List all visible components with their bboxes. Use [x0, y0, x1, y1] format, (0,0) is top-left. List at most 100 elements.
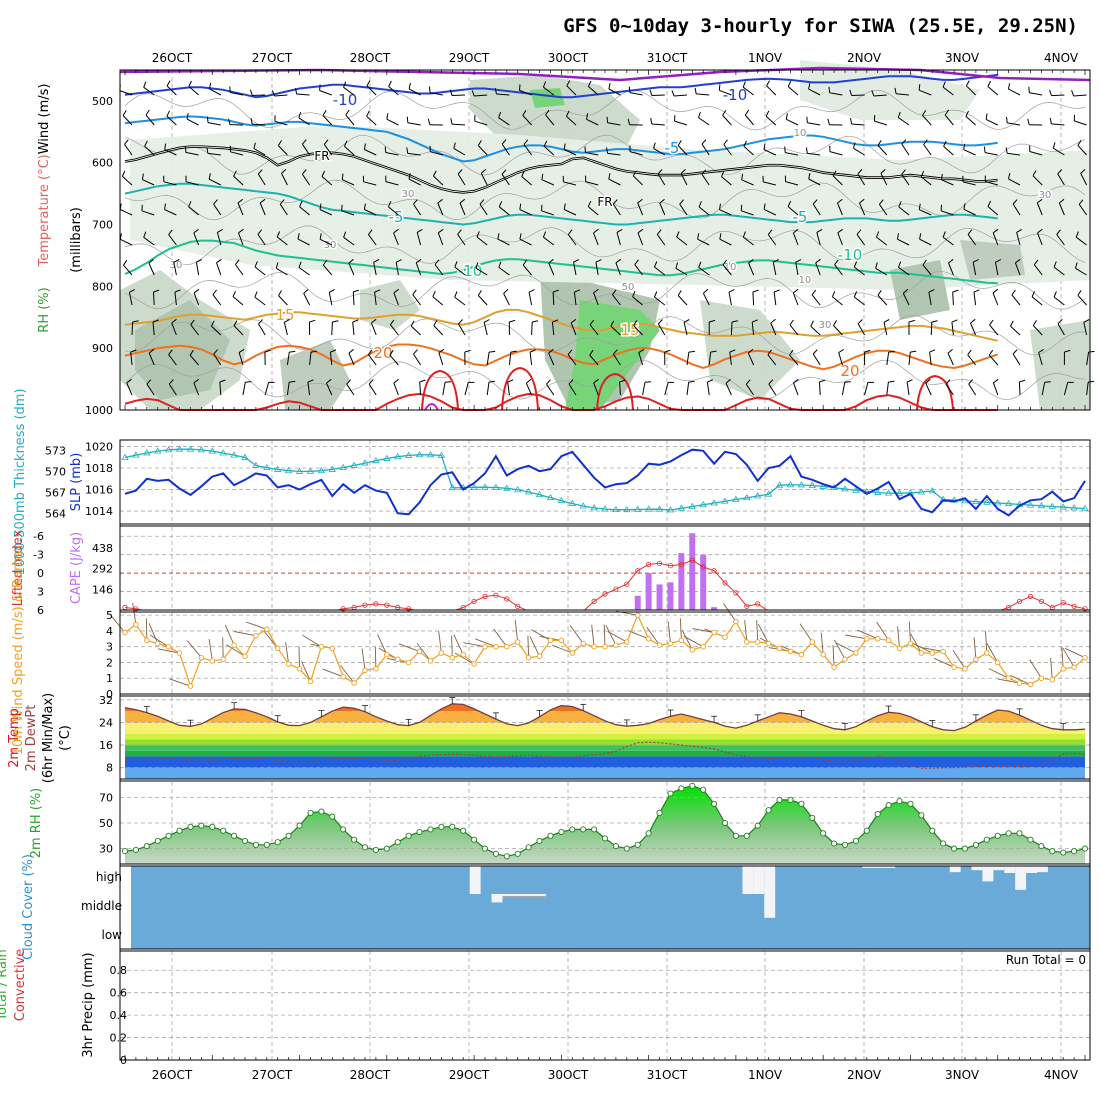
- wind-barb: [719, 89, 732, 96]
- thickness-point: [121, 453, 129, 460]
- wind-barb: [851, 94, 865, 96]
- wind-barb-flag: [217, 228, 223, 233]
- wind-barb: [307, 382, 311, 396]
- wind10m-barb: [1029, 659, 1042, 679]
- ylabel-precip-conv: Convective: [13, 949, 28, 1022]
- wind10m-barb: [1064, 647, 1086, 659]
- wind-barb-flag: [731, 320, 738, 323]
- wind-barb-flag: [406, 116, 409, 123]
- wind10m-barb: [453, 634, 464, 655]
- wind-barb-flag: [671, 90, 675, 97]
- wind-barb: [474, 94, 488, 97]
- thickness-point: [677, 504, 686, 511]
- wind-barb: [1018, 381, 1021, 396]
- isotherm-5: [124, 182, 998, 226]
- wind-barb: [328, 292, 333, 306]
- wind-barb: [486, 382, 490, 396]
- wind10m-barb: [322, 668, 344, 678]
- rh-point: [820, 830, 827, 837]
- wind10m-point: [264, 626, 270, 633]
- wind-barb-flag: [698, 201, 702, 208]
- wind-barb: [143, 86, 155, 96]
- wind-barb-flag: [616, 228, 623, 233]
- wind-barb: [1057, 173, 1065, 186]
- wind-barb-flag: [619, 379, 626, 383]
- wind10m-barb: [910, 633, 922, 654]
- wind-barb: [279, 203, 288, 216]
- wind-barb-flag: [1037, 228, 1043, 234]
- wind-barb-flag: [519, 84, 521, 91]
- wind-barb: [1029, 92, 1043, 96]
- wind-barb: [995, 262, 999, 276]
- tick-label-slp: 1020: [85, 440, 113, 453]
- wind-barb-flag: [919, 233, 922, 240]
- wind10m-point: [591, 643, 597, 650]
- wind-barb-flag: [1032, 320, 1037, 326]
- wind10m-barb: [398, 643, 420, 652]
- wind-barb: [148, 262, 155, 276]
- wind-barb-flag: [519, 233, 522, 240]
- wind-barb-flag: [250, 118, 253, 125]
- cloud-block: [753, 866, 765, 894]
- wind-barb: [301, 143, 311, 156]
- wind-barb: [142, 179, 155, 186]
- wind-barb-flag: [992, 288, 999, 294]
- wind-barb-flag: [819, 379, 826, 383]
- rh-point: [852, 837, 859, 844]
- wind-barb-flag: [918, 203, 921, 210]
- wind-barb: [1029, 151, 1043, 156]
- wind10m-point: [645, 636, 652, 642]
- wind10m-barb: [986, 643, 999, 663]
- thickness-point: [775, 481, 784, 488]
- wind-barb: [841, 382, 846, 396]
- wind-barb: [563, 149, 577, 156]
- wind-barb: [413, 203, 422, 216]
- wind-barb-flag: [877, 140, 882, 146]
- date-label-bottom: 3NOV: [945, 1068, 980, 1082]
- wind-barb: [807, 122, 821, 126]
- cloud-block: [1015, 866, 1027, 890]
- wind-barb-flag: [168, 379, 174, 385]
- wind-barb: [193, 382, 200, 396]
- wind-barb: [551, 322, 555, 336]
- thickness-line: [124, 448, 1086, 511]
- wind-barb-flag: [650, 118, 653, 125]
- li-point: [1038, 598, 1045, 605]
- wind-barb: [767, 354, 777, 366]
- wind-barb: [837, 232, 843, 246]
- wind-barb: [637, 232, 644, 246]
- wind-barb: [751, 322, 755, 336]
- thickness-point: [415, 451, 424, 458]
- wind-barb: [859, 202, 866, 216]
- ylabel-precip: 3hr Precip (mm): [81, 952, 96, 1057]
- wind-barb: [438, 352, 444, 366]
- wind-barb-flag: [348, 348, 354, 354]
- wind10m-barb: [208, 639, 213, 661]
- tick-label-temp: 8: [106, 762, 113, 775]
- wind-barb-flag: [1016, 228, 1023, 233]
- wind-barb-flag: [432, 170, 437, 177]
- date-label-top: 28OCT: [350, 51, 391, 65]
- rh-contour: [124, 314, 1086, 356]
- wind-barb-flag: [856, 229, 862, 235]
- li-point: [656, 560, 663, 566]
- wind-barb: [792, 232, 799, 246]
- wind-barb: [918, 89, 932, 96]
- wind-barb-flag: [237, 198, 244, 204]
- date-label-bottom: 30OCT: [548, 1068, 589, 1082]
- wind-barb: [163, 181, 177, 186]
- wind-barb: [970, 322, 977, 336]
- rh-point: [754, 822, 761, 829]
- wind10m-barb: [1061, 646, 1064, 669]
- wind-barb: [948, 262, 954, 276]
- wind-barb-flag: [773, 259, 779, 263]
- wind-barb: [233, 325, 244, 336]
- wind-barb: [298, 267, 310, 276]
- wind-barb-flag: [844, 381, 851, 383]
- rh-point: [601, 835, 609, 842]
- rh-point: [656, 809, 663, 816]
- thickness-point: [895, 489, 904, 496]
- wind-barb: [1056, 234, 1065, 246]
- wind-barb: [880, 173, 888, 186]
- wind-barb-flag: [1052, 142, 1056, 149]
